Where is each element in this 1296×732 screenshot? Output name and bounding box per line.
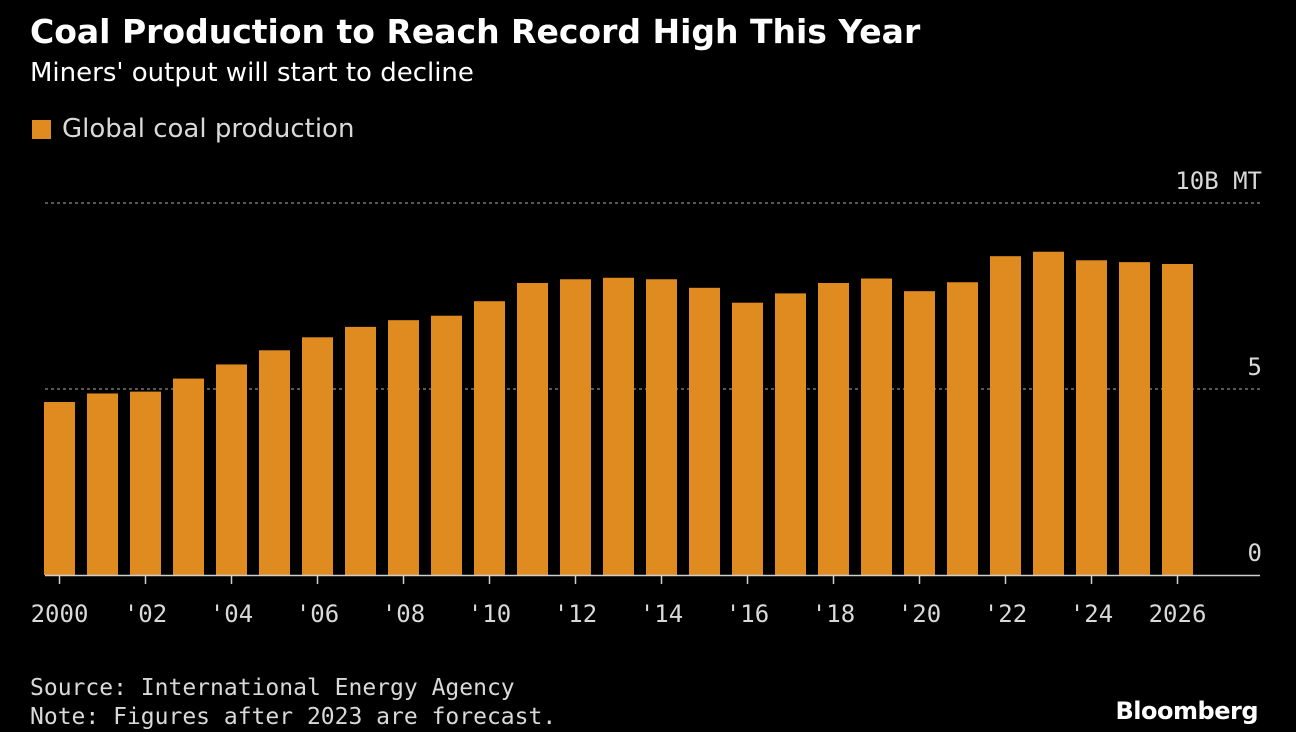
bar-2000	[44, 402, 75, 575]
bar-2007	[345, 326, 376, 575]
bar-2006	[302, 337, 333, 575]
legend: Global coal production	[32, 114, 354, 144]
bar-2002	[130, 391, 161, 575]
x-tick-label: '20	[898, 600, 941, 628]
source-note: Source: International Energy Agency	[30, 675, 515, 701]
bar-2023	[1033, 251, 1064, 575]
x-tick-label: 2026	[1149, 600, 1207, 628]
y-tick-label: 0	[1248, 539, 1262, 567]
bar-2021	[947, 282, 978, 575]
x-tick-label: 2000	[31, 600, 89, 628]
bar-2018	[818, 282, 849, 575]
bar-2009	[431, 315, 462, 575]
bar-2020	[904, 291, 935, 575]
chart-subtitle: Miners' output will start to decline	[30, 58, 474, 88]
x-tick-label: '16	[726, 600, 769, 628]
bar-layer	[44, 251, 1193, 575]
forecast-note: Note: Figures after 2023 are forecast.	[30, 704, 557, 730]
bar-2015	[689, 287, 720, 575]
x-tick-label: '02	[124, 600, 167, 628]
bar-2014	[646, 279, 677, 575]
bar-2010	[474, 301, 505, 575]
legend-swatch	[32, 119, 51, 139]
y-tick-label: 5	[1248, 353, 1262, 381]
bloomberg-logo: Bloomberg	[1115, 697, 1259, 725]
bar-2019	[861, 278, 892, 575]
bar-2022	[990, 256, 1021, 575]
x-tick-label: '12	[554, 600, 597, 628]
legend-label: Global coal production	[62, 114, 355, 144]
bar-2003	[173, 378, 204, 575]
bar-2016	[732, 302, 763, 575]
x-tick-label: '14	[640, 600, 683, 628]
bar-2017	[775, 293, 806, 575]
bar-2025	[1119, 262, 1150, 575]
x-tick-label: '22	[984, 600, 1027, 628]
x-tick-label: '04	[210, 600, 253, 628]
bar-2011	[517, 282, 548, 575]
bar-2008	[388, 320, 419, 575]
y-tick-label: 10B MT	[1175, 167, 1262, 195]
bar-2024	[1076, 260, 1107, 575]
bar-2001	[87, 393, 118, 575]
x-tick-label: '10	[468, 600, 511, 628]
bar-2012	[560, 279, 591, 575]
bar-2013	[603, 277, 634, 575]
x-tick-label: '18	[812, 600, 855, 628]
bar-2005	[259, 350, 290, 575]
x-tick-label: '08	[382, 600, 425, 628]
footer: Source: International Energy Agency Note…	[30, 674, 556, 732]
label-layer: 0 5 10B MT 2000 '02 '04 '06 '08 '10 '12 '14 '16 '18 '…	[31, 167, 1262, 628]
x-tick-label: '24	[1070, 600, 1113, 628]
bar-2004	[216, 364, 247, 575]
bar-2026	[1162, 264, 1193, 575]
chart-title: Coal Production to Reach Record High Thi…	[30, 12, 921, 51]
x-tick-label: '06	[296, 600, 339, 628]
axis-layer	[45, 574, 1260, 584]
